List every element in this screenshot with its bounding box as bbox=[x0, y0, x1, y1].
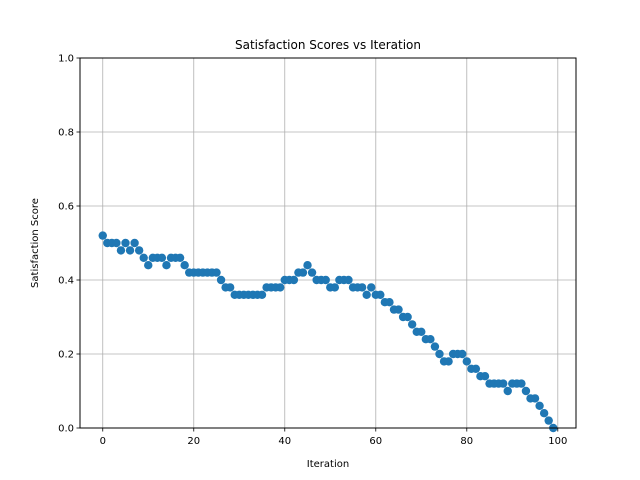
data-point bbox=[175, 253, 185, 262]
data-point bbox=[212, 268, 221, 277]
data-point bbox=[125, 246, 135, 255]
data-point bbox=[407, 320, 417, 329]
data-point bbox=[503, 386, 512, 396]
data-point bbox=[121, 238, 130, 248]
data-point bbox=[180, 261, 189, 270]
data-point bbox=[385, 298, 394, 307]
data-point bbox=[98, 231, 107, 240]
data-point bbox=[144, 261, 153, 270]
data-point bbox=[289, 275, 299, 285]
data-point bbox=[276, 283, 285, 292]
data-point bbox=[521, 386, 531, 396]
plot-frame bbox=[79, 57, 577, 429]
data-point bbox=[435, 349, 444, 359]
data-point bbox=[544, 416, 553, 425]
y-axis-ticks: 0.0 0.2 0.4 0.6 0.8 1.0 bbox=[58, 54, 80, 435]
data-point bbox=[394, 305, 403, 314]
y-axis-label: Satisfaction Score bbox=[30, 198, 41, 288]
x-tick-label: 60 bbox=[369, 436, 382, 447]
data-point bbox=[162, 261, 171, 270]
data-point bbox=[530, 394, 540, 403]
data-point bbox=[376, 290, 385, 299]
data-point bbox=[367, 283, 376, 292]
data-point bbox=[257, 290, 267, 299]
data-point bbox=[130, 238, 139, 248]
chart-title: Satisfaction Scores vs Iteration bbox=[235, 38, 421, 52]
data-point bbox=[157, 253, 167, 262]
x-tick-label: 20 bbox=[187, 436, 200, 447]
data-point bbox=[535, 401, 544, 410]
y-tick-label: 0.0 bbox=[58, 424, 74, 435]
data-point bbox=[480, 372, 490, 381]
data-point bbox=[362, 290, 371, 299]
y-tick-label: 0.6 bbox=[58, 202, 74, 213]
x-axis-ticks: 0 20 40 60 80 100 bbox=[100, 428, 567, 447]
data-point bbox=[517, 379, 526, 388]
x-axis-label: Iteration bbox=[307, 459, 349, 470]
data-point bbox=[471, 364, 481, 373]
x-tick-label: 100 bbox=[548, 436, 567, 447]
x-tick-label: 80 bbox=[460, 436, 473, 447]
data-point bbox=[225, 283, 235, 292]
data-point bbox=[134, 246, 144, 255]
y-tick-label: 1.0 bbox=[58, 54, 74, 65]
data-point bbox=[139, 253, 148, 262]
y-tick-label: 0.8 bbox=[58, 128, 74, 139]
data-point bbox=[307, 268, 317, 277]
y-tick-label: 0.4 bbox=[58, 276, 74, 287]
x-tick-label: 0 bbox=[100, 436, 106, 447]
data-point bbox=[458, 349, 467, 359]
data-point bbox=[112, 238, 121, 248]
data-point bbox=[344, 275, 353, 285]
data-point bbox=[462, 357, 471, 366]
data-point bbox=[444, 357, 453, 366]
data-points bbox=[98, 231, 558, 433]
data-point bbox=[403, 312, 412, 322]
data-point bbox=[303, 261, 312, 270]
data-point bbox=[430, 342, 440, 351]
data-point bbox=[116, 246, 126, 255]
data-point bbox=[330, 283, 340, 292]
data-point bbox=[298, 268, 308, 277]
data-point bbox=[426, 335, 435, 344]
data-point bbox=[357, 283, 367, 292]
data-point bbox=[321, 275, 330, 285]
x-tick-label: 40 bbox=[278, 436, 291, 447]
data-point bbox=[539, 409, 549, 418]
y-tick-label: 0.2 bbox=[58, 350, 74, 361]
data-point bbox=[498, 379, 508, 388]
data-point bbox=[417, 327, 426, 336]
data-point bbox=[216, 275, 226, 285]
